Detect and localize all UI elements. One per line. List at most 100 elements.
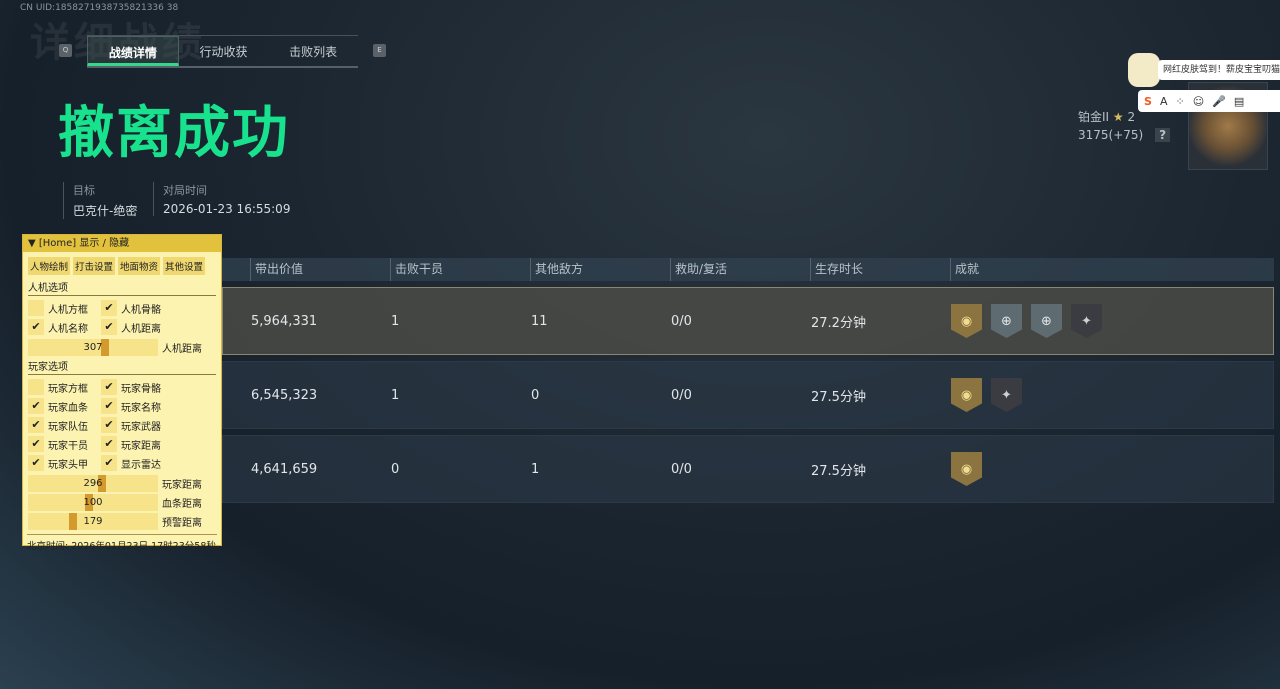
header-kills: 击败干员 bbox=[390, 258, 530, 281]
slider-label: 玩家距离 bbox=[162, 480, 202, 491]
slider-label: 人机距离 bbox=[162, 344, 202, 355]
option-label: 玩家距离 bbox=[121, 440, 161, 452]
cell-others: 11 bbox=[531, 313, 548, 329]
slider-handle[interactable] bbox=[97, 475, 106, 492]
header-others: 其他敌方 bbox=[530, 258, 670, 281]
achievement-gold-badge-icon[interactable]: ◉ bbox=[951, 452, 982, 486]
checkbox-option[interactable]: 人机方框 bbox=[28, 300, 101, 316]
slider-handle[interactable] bbox=[101, 339, 110, 356]
achievement-gold-badge-icon[interactable]: ◉ bbox=[951, 378, 982, 412]
slider-label: 血条距离 bbox=[162, 499, 202, 510]
checkbox-option[interactable]: ✔ 玩家血条 bbox=[28, 398, 101, 414]
distance-slider[interactable]: 296 玩家距离 bbox=[28, 475, 216, 492]
panel-tab-strike[interactable]: 打击设置 bbox=[73, 257, 116, 275]
slider-value: 100 bbox=[83, 497, 103, 508]
checkbox[interactable] bbox=[28, 379, 44, 395]
checkbox-checked-icon[interactable]: ✔ bbox=[28, 398, 44, 414]
time-value: 2026-01-23 16:55:09 bbox=[163, 202, 291, 216]
sogou-logo-icon[interactable]: S bbox=[1144, 94, 1152, 108]
keyboard-icon[interactable]: ▤ bbox=[1233, 94, 1245, 108]
uid-label: CN UID:1858271938735821336 38 bbox=[20, 3, 179, 13]
option-label: 人机骨骼 bbox=[121, 304, 161, 316]
background-title: 详细战绩 bbox=[30, 20, 206, 66]
cell-value: 4,641,659 bbox=[251, 461, 318, 477]
result-headline: 撤离成功 bbox=[58, 101, 290, 166]
achievement-dark-badge-icon[interactable]: ✦ bbox=[991, 378, 1022, 412]
font-icon[interactable]: A bbox=[1159, 94, 1168, 108]
next-tab-key[interactable]: E bbox=[373, 44, 386, 57]
checkbox-checked-icon[interactable]: ✔ bbox=[101, 398, 117, 414]
achievement-dark-badge-icon[interactable]: ✦ bbox=[1071, 304, 1102, 338]
checkbox-checked-icon[interactable]: ✔ bbox=[28, 436, 44, 452]
punctuation-icon[interactable]: ⁘ bbox=[1175, 94, 1185, 108]
checkbox-option[interactable]: ✔ 人机骨骼 bbox=[101, 300, 201, 316]
distance-slider[interactable]: 307 人机距离 bbox=[28, 339, 216, 356]
cell-time: 27.2分钟 bbox=[811, 315, 866, 331]
cell-assist: 0/0 bbox=[671, 387, 692, 403]
checkbox-option[interactable]: ✔ 人机距离 bbox=[101, 319, 201, 335]
checkbox[interactable] bbox=[28, 300, 44, 316]
ime-toolbar: S A ⁘ ☺ 🎤 ▤ bbox=[1138, 90, 1280, 112]
option-label: 人机距离 bbox=[121, 323, 161, 335]
checkbox-option[interactable]: ✔ 玩家武器 bbox=[101, 417, 201, 433]
cell-assist: 0/0 bbox=[671, 461, 692, 477]
tab-record-details[interactable]: 战绩详情 bbox=[87, 36, 179, 66]
panel-tab-character[interactable]: 人物绘制 bbox=[28, 257, 71, 275]
checkbox-checked-icon[interactable]: ✔ bbox=[101, 319, 117, 335]
target-value: 巴克什-绝密 bbox=[73, 204, 138, 218]
cell-kills: 1 bbox=[391, 313, 400, 329]
microphone-icon[interactable]: 🎤 bbox=[1212, 94, 1226, 108]
header-time: 生存时长 bbox=[810, 258, 950, 281]
option-label: 人机名称 bbox=[48, 323, 88, 335]
ai-section-title: 人机选项 bbox=[28, 279, 216, 296]
slider-track[interactable]: 100 bbox=[28, 494, 158, 511]
help-icon[interactable]: ? bbox=[1155, 128, 1171, 142]
checkbox-checked-icon[interactable]: ✔ bbox=[28, 455, 44, 471]
checkbox-checked-icon[interactable]: ✔ bbox=[101, 300, 117, 316]
achievement-gold-badge-icon[interactable]: ◉ bbox=[951, 304, 982, 338]
emoji-icon[interactable]: ☺ bbox=[1192, 94, 1205, 108]
checkbox-option[interactable]: ✔ 玩家名称 bbox=[101, 398, 201, 414]
checkbox-option[interactable]: ✔ 人机名称 bbox=[28, 319, 101, 335]
distance-slider[interactable]: 100 血条距离 bbox=[28, 494, 216, 511]
panel-tab-other[interactable]: 其他设置 bbox=[163, 257, 206, 275]
stats-table: 带出价值 击败干员 其他敌方 救助/复活 生存时长 成就 5,964,331 1 1… bbox=[222, 258, 1274, 503]
checkbox-option[interactable]: ✔ 显示雷达 bbox=[101, 455, 201, 471]
rank-tier: 铂金II bbox=[1078, 110, 1110, 124]
target-label: 目标 bbox=[73, 184, 95, 197]
option-label: 玩家名称 bbox=[121, 402, 161, 414]
checkbox-checked-icon[interactable]: ✔ bbox=[101, 455, 117, 471]
panel-title[interactable]: ▼ [Home] 显示 / 隐藏 bbox=[23, 235, 221, 252]
checkbox-option[interactable]: ✔ 玩家队伍 bbox=[28, 417, 101, 433]
slider-track[interactable]: 179 bbox=[28, 513, 158, 530]
tab-kill-list[interactable]: 击败列表 bbox=[289, 45, 338, 59]
panel-tab-ground-items[interactable]: 地面物资 bbox=[118, 257, 161, 275]
checkbox-checked-icon[interactable]: ✔ bbox=[28, 319, 44, 335]
slider-handle[interactable] bbox=[69, 513, 78, 530]
achievement-silver-badge-icon[interactable]: ⊕ bbox=[991, 304, 1022, 338]
slider-track[interactable]: 296 bbox=[28, 475, 158, 492]
time-label: 对局时间 bbox=[163, 184, 207, 197]
slider-handle[interactable] bbox=[85, 494, 94, 511]
table-row[interactable]: 4,641,659 0 1 0/0 27.5分钟 ◉ bbox=[222, 435, 1274, 503]
checkbox-checked-icon[interactable]: ✔ bbox=[101, 417, 117, 433]
checkbox-option[interactable]: 玩家方框 bbox=[28, 379, 101, 395]
table-row[interactable]: 5,964,331 1 11 0/0 27.2分钟 ◉ ⊕ ⊕ ✦ bbox=[222, 287, 1274, 355]
option-label: 玩家方框 bbox=[48, 383, 88, 395]
checkbox-checked-icon[interactable]: ✔ bbox=[101, 379, 117, 395]
cell-kills: 1 bbox=[391, 387, 400, 403]
achievement-list: ◉ ⊕ ⊕ ✦ bbox=[951, 304, 1273, 338]
checkbox-option[interactable]: ✔ 玩家头甲 bbox=[28, 455, 101, 471]
tab-action-harvest[interactable]: 行动收获 bbox=[199, 45, 248, 59]
distance-slider[interactable]: 179 预警距离 bbox=[28, 513, 216, 530]
prev-tab-key[interactable]: Q bbox=[59, 44, 72, 57]
checkbox-option[interactable]: ✔ 玩家干员 bbox=[28, 436, 101, 452]
slider-track[interactable]: 307 bbox=[28, 339, 158, 356]
achievement-silver-badge-icon[interactable]: ⊕ bbox=[1031, 304, 1062, 338]
checkbox-option[interactable]: ✔ 玩家距离 bbox=[101, 436, 201, 452]
checkbox-option[interactable]: ✔ 玩家骨骼 bbox=[101, 379, 201, 395]
time-block: 对局时间 2026-01-23 16:55:09 bbox=[153, 182, 290, 216]
table-row[interactable]: 6,545,323 1 0 0/0 27.5分钟 ◉ ✦ bbox=[222, 361, 1274, 429]
checkbox-checked-icon[interactable]: ✔ bbox=[101, 436, 117, 452]
checkbox-checked-icon[interactable]: ✔ bbox=[28, 417, 44, 433]
